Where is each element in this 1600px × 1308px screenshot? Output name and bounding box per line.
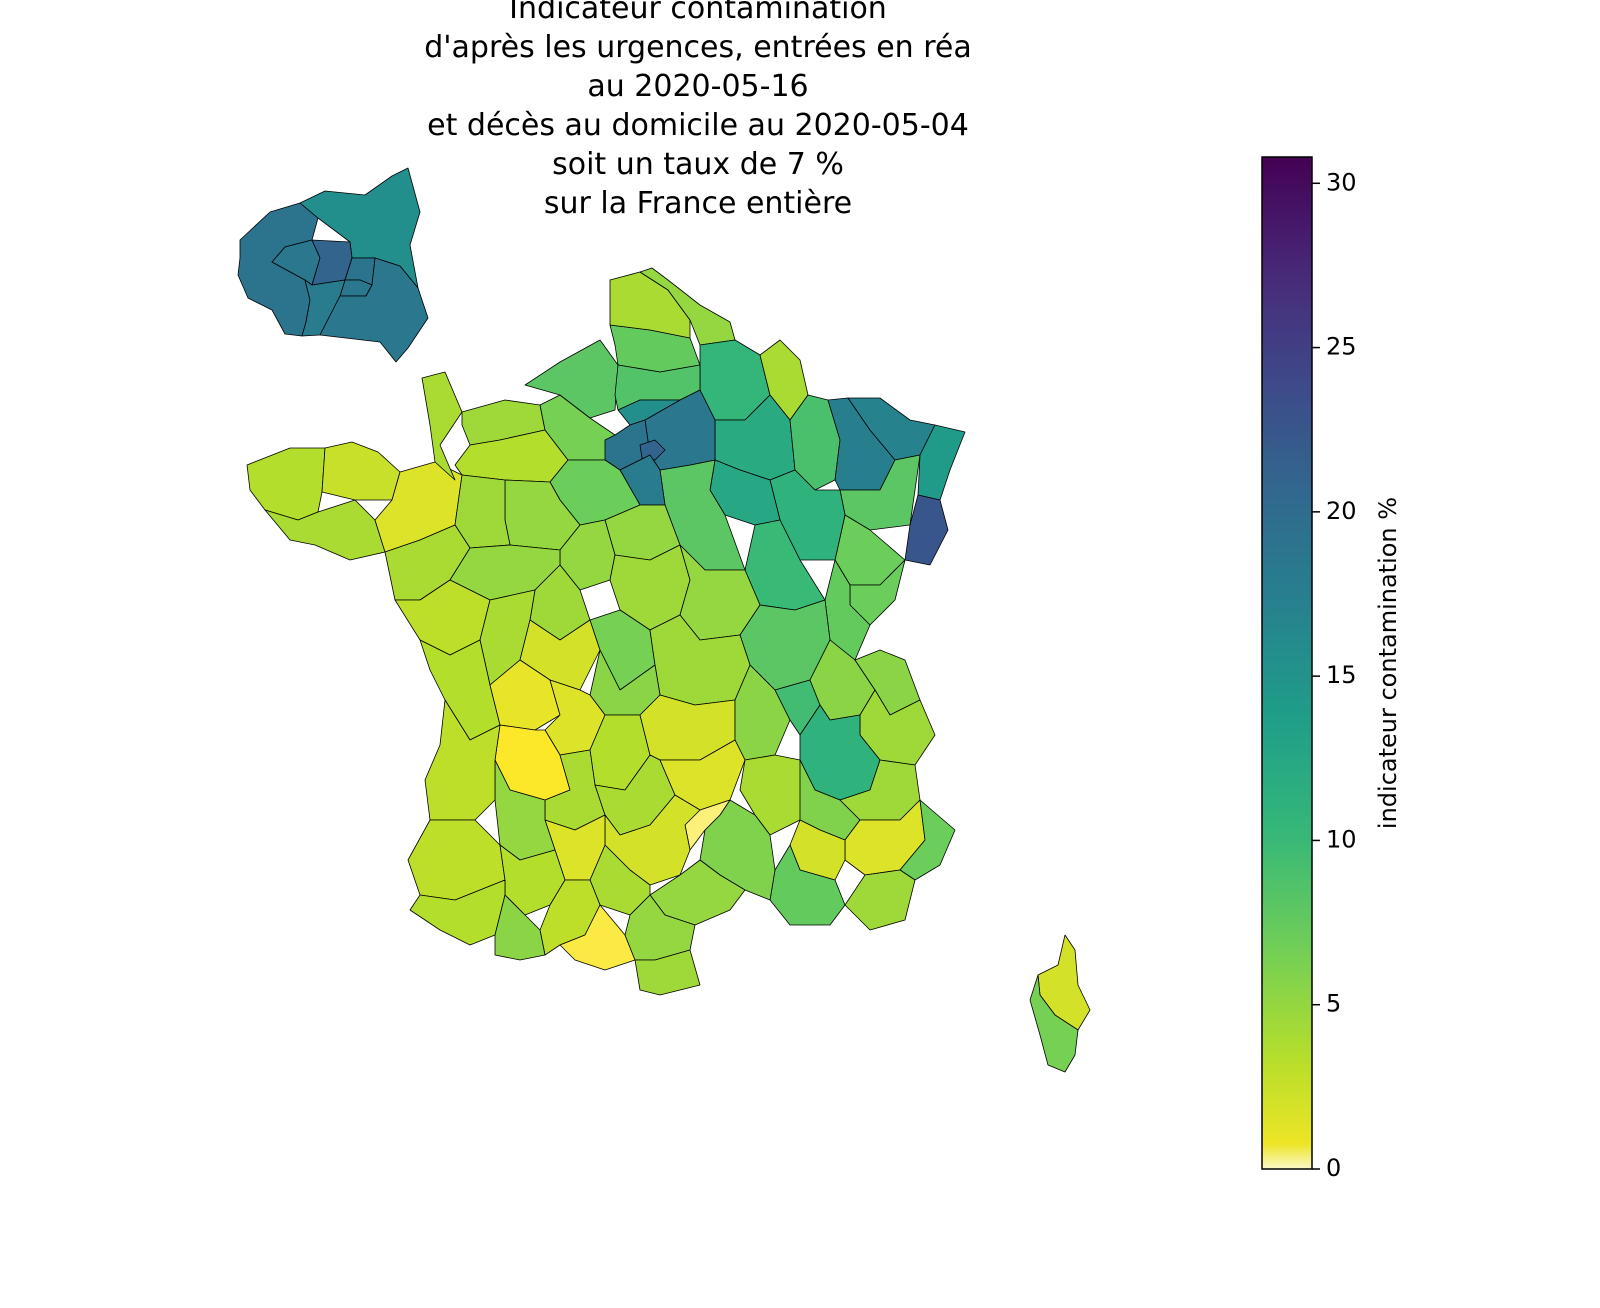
- colorbar-ticks: 0 5 10 15 20 25 30: [1312, 168, 1357, 1182]
- department-hautes-pyrenees: [494, 894, 546, 961]
- department-var: [844, 869, 916, 931]
- colorbar-tick-label: 0: [1326, 1154, 1341, 1182]
- department-nord: [639, 267, 736, 346]
- department-cotes-d-armor: [321, 441, 401, 501]
- colorbar-tick-label: 30: [1326, 168, 1357, 196]
- department-seine-et-marne: [319, 257, 429, 363]
- colorbar-tick-label: 10: [1326, 825, 1357, 853]
- colorbar-label: indicateur contamination %: [1374, 497, 1402, 829]
- department-paris: [639, 439, 666, 461]
- colorbar-tick-label: 15: [1326, 661, 1357, 689]
- title-line: soit un taux de 7 %: [552, 147, 844, 182]
- title-line: et décès au domicile au 2020-05-04: [427, 108, 969, 143]
- title-line: d'après les urgences, entrées en réa: [424, 30, 971, 65]
- colorbar-tick-label: 25: [1326, 333, 1357, 361]
- department-gironde: [424, 699, 501, 821]
- chart-title: Indicateur contamination d'après les urg…: [424, 0, 971, 221]
- colorbar-gradient: [1261, 156, 1313, 1170]
- department-pyrenees-orientales: [634, 949, 701, 996]
- title-line: sur la France entière: [544, 186, 852, 221]
- department-manche: [421, 371, 463, 481]
- corsica-map: [1029, 934, 1091, 1073]
- department-corse-du-sud: [1029, 974, 1079, 1073]
- department-val-d-oise: [617, 399, 681, 426]
- ile-de-france-inset: [237, 167, 429, 363]
- colorbar-tick-label: 5: [1326, 990, 1341, 1018]
- title-line: Indicateur contamination: [509, 0, 887, 26]
- title-line: au 2020-05-16: [587, 69, 808, 104]
- colorbar-tick-label: 20: [1326, 497, 1357, 525]
- france-mainland-map: [246, 267, 966, 996]
- colorbar: 0 5 10 15 20 25 30 indicateur contamination %: [1261, 156, 1402, 1182]
- department-finistere: [246, 447, 326, 521]
